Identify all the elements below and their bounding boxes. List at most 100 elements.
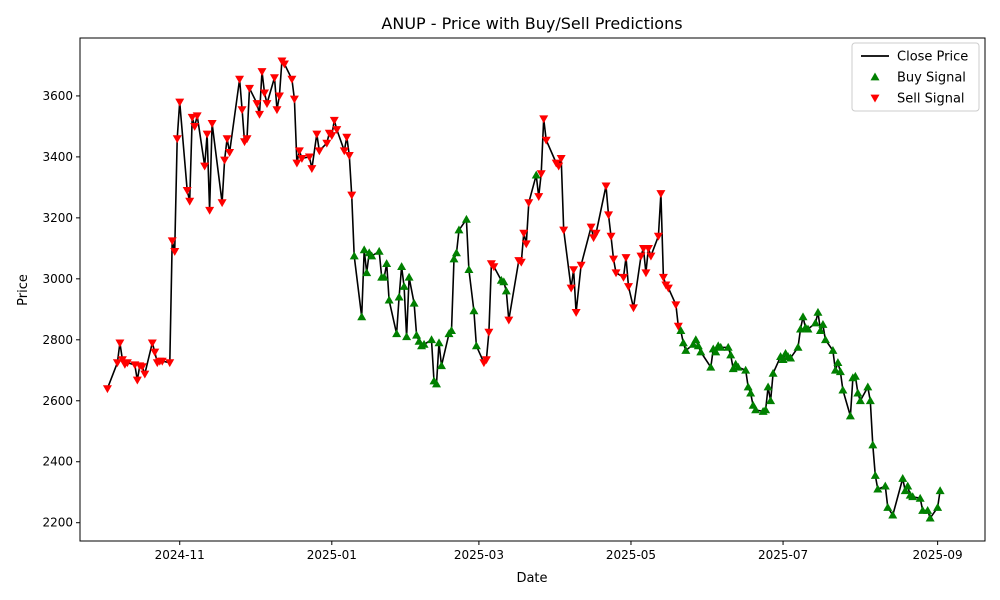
legend-label: Close Price	[897, 50, 968, 65]
sell-signal-marker	[297, 155, 307, 163]
buy-signal-marker	[898, 474, 908, 482]
buy-signal-marker	[688, 339, 698, 348]
sell-signal-marker	[192, 112, 202, 121]
buy-signal-marker	[464, 265, 474, 274]
sell-signal-marker	[566, 284, 576, 293]
buy-signal-marker	[813, 307, 823, 316]
sell-signal-marker	[519, 229, 529, 238]
sell-signal-marker	[259, 89, 269, 98]
buy-signal-marker	[868, 440, 878, 449]
buy-signal-marker	[716, 342, 726, 351]
sell-signal-marker	[623, 283, 633, 291]
sell-signal-marker	[307, 165, 317, 173]
sell-signal-marker	[185, 197, 195, 206]
sell-signal-marker	[327, 132, 337, 141]
buy-signal-marker	[706, 362, 716, 371]
buy-signal-marker	[900, 486, 910, 495]
buy-signal-marker	[404, 272, 414, 281]
sell-signal-marker	[255, 110, 265, 119]
sell-signal-marker	[591, 229, 601, 238]
buy-signal-marker	[412, 330, 422, 339]
sell-signal-marker	[484, 328, 494, 337]
buy-signal-marker	[830, 365, 840, 374]
buy-signal-marker	[815, 326, 825, 335]
buy-signal-marker	[818, 320, 828, 328]
sell-signal-marker	[621, 254, 631, 262]
sell-signal-marker	[524, 199, 534, 208]
buy-signal-marker	[820, 335, 830, 344]
buy-signal-marker	[419, 339, 429, 348]
sell-signal-marker	[274, 92, 284, 101]
buy-signal-marker	[696, 347, 706, 356]
buy-signal-marker	[427, 335, 437, 344]
sell-signal-marker	[576, 261, 586, 270]
sell-signal-marker	[287, 75, 297, 84]
sell-signal-marker	[347, 191, 357, 200]
sell-signal-marker	[344, 151, 354, 160]
buy-signal-marker	[397, 262, 407, 271]
sell-signal-marker	[202, 130, 212, 139]
sell-signal-marker	[314, 147, 324, 156]
sell-signal-marker	[628, 304, 638, 313]
buy-signal-marker	[394, 292, 404, 301]
sell-signal-marker	[182, 187, 192, 195]
sell-signal-marker	[641, 269, 651, 278]
sell-signal-marker	[606, 232, 616, 241]
buy-signal-marker	[399, 281, 409, 290]
buy-signal-marker	[726, 350, 736, 359]
buy-signal-marker	[798, 312, 808, 321]
sell-signal-marker	[207, 119, 217, 128]
sell-signal-marker	[304, 153, 314, 162]
sell-signal-marker	[222, 135, 232, 144]
buy-signal-marker	[461, 214, 471, 223]
sell-signal-marker	[559, 226, 569, 235]
sell-signal-marker	[217, 199, 227, 208]
y-axis-label: Price	[16, 274, 31, 306]
buy-signal-marker	[751, 405, 761, 414]
legend-label: Buy Signal	[897, 71, 966, 86]
sell-signal-marker	[618, 273, 628, 282]
sell-signal-marker	[312, 130, 322, 139]
buy-signal-marker	[469, 306, 479, 315]
buy-signal-marker	[915, 493, 925, 502]
x-tick-label: 2025-07	[758, 548, 808, 562]
buy-signal-marker	[471, 341, 481, 350]
sell-signal-marker	[658, 273, 668, 282]
sell-signal-marker	[132, 376, 142, 385]
sell-signal-marker	[245, 84, 255, 93]
buy-signal-marker	[446, 326, 456, 335]
buy-signal-marker	[454, 225, 464, 234]
buy-signal-marker	[409, 298, 419, 307]
buy-signal-marker	[933, 502, 943, 511]
buy-signal-marker	[693, 341, 703, 350]
sell-signal-marker	[481, 356, 491, 365]
sell-signal-marker	[534, 193, 544, 202]
sell-signal-marker	[673, 322, 683, 331]
sell-signal-marker	[170, 248, 180, 256]
sell-signal-marker	[541, 136, 551, 145]
buy-signal-marker	[865, 396, 875, 405]
sell-signal-marker	[289, 95, 299, 104]
sell-signal-marker	[504, 316, 514, 325]
buy-signal-marker	[873, 484, 883, 493]
sell-signal-marker	[611, 269, 621, 278]
buy-signal-marker	[845, 411, 855, 420]
sell-signal-marker	[225, 148, 235, 157]
buy-signal-marker	[850, 371, 860, 380]
sell-signal-marker	[646, 252, 656, 261]
sell-signal-marker	[220, 156, 230, 165]
buy-signal-marker	[392, 329, 402, 338]
sell-signal-marker	[122, 359, 132, 368]
buy-signal-marker	[741, 365, 751, 374]
sell-signal-marker	[115, 339, 125, 348]
sell-signal-marker	[279, 60, 289, 69]
legend-buy-signal-swatch	[870, 72, 880, 81]
buy-signal-marker	[681, 345, 691, 354]
y-tick-label: 2600	[42, 394, 73, 408]
buy-signal-marker	[733, 362, 743, 371]
axes: 2024-11 2025-01 2025-03 2025-05 2025-07 2025-…	[42, 89, 962, 562]
buy-signal-marker	[676, 326, 686, 335]
sell-signal-marker	[157, 357, 167, 366]
sell-signal-marker	[643, 244, 653, 253]
